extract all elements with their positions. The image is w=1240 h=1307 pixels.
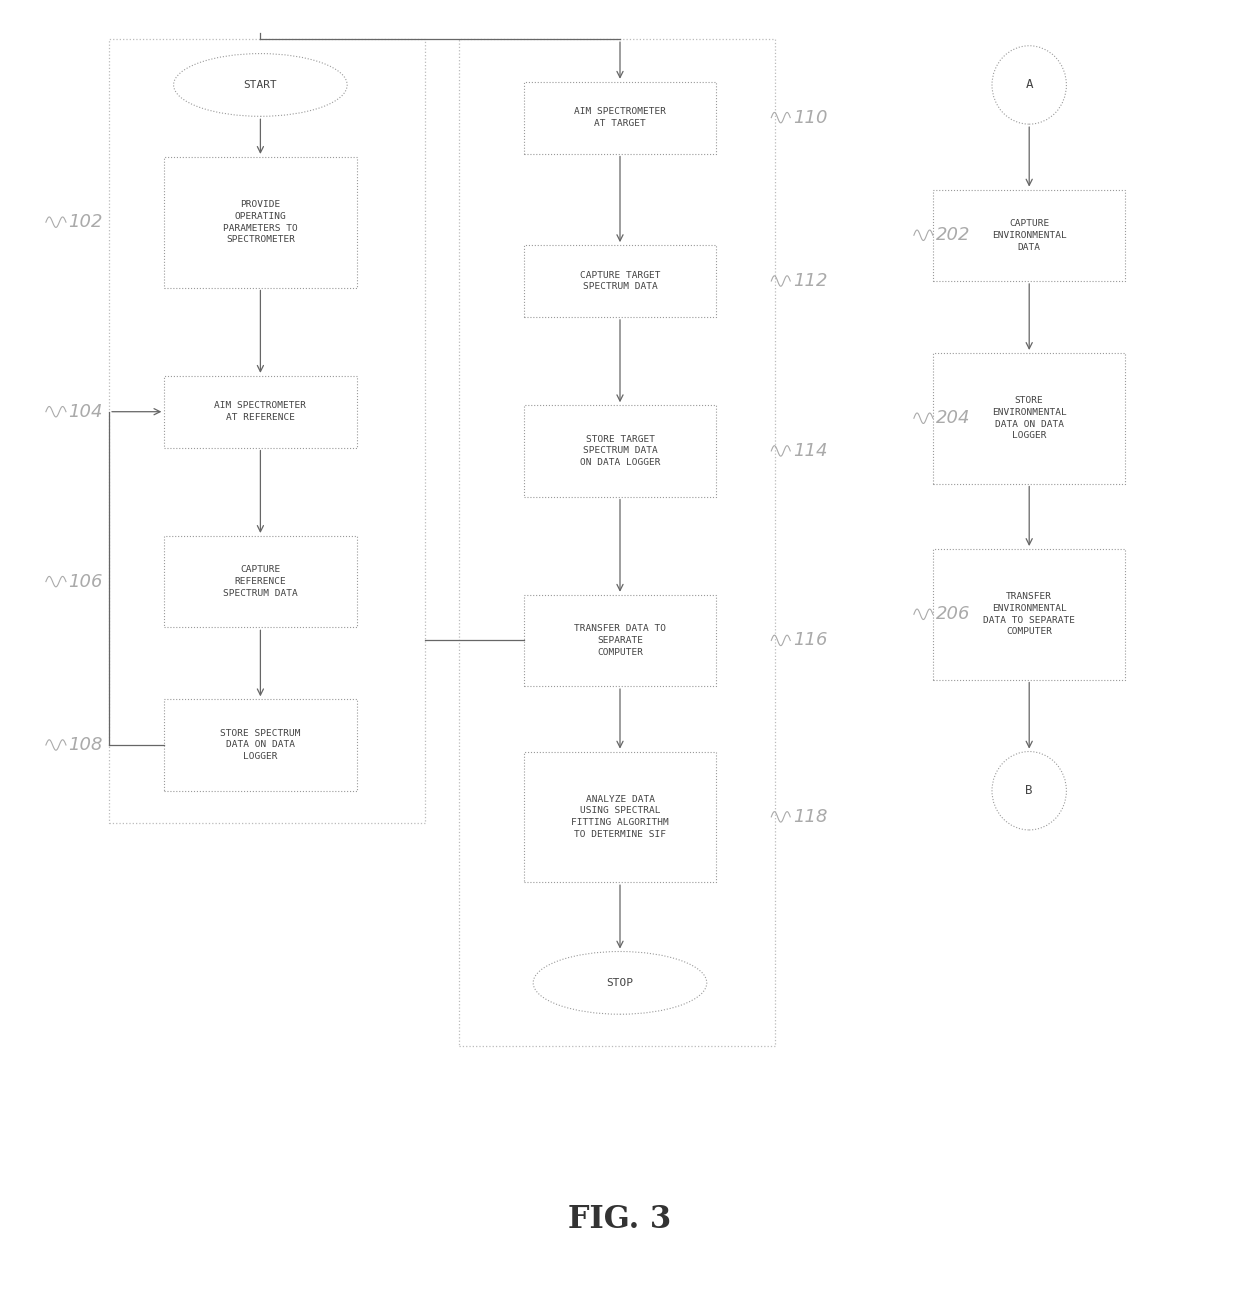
- Text: 118: 118: [794, 808, 828, 826]
- FancyBboxPatch shape: [523, 595, 717, 686]
- FancyBboxPatch shape: [164, 699, 357, 791]
- Text: STORE
ENVIRONMENTAL
DATA ON DATA
LOGGER: STORE ENVIRONMENTAL DATA ON DATA LOGGER: [992, 396, 1066, 440]
- Text: B: B: [1025, 784, 1033, 797]
- FancyBboxPatch shape: [164, 375, 357, 447]
- Text: 112: 112: [794, 272, 828, 290]
- Circle shape: [992, 752, 1066, 830]
- Text: FIG. 3: FIG. 3: [568, 1204, 672, 1235]
- Text: 104: 104: [68, 403, 103, 421]
- Text: CAPTURE
ENVIRONMENTAL
DATA: CAPTURE ENVIRONMENTAL DATA: [992, 220, 1066, 251]
- Text: 204: 204: [936, 409, 971, 427]
- Ellipse shape: [533, 951, 707, 1014]
- Text: A: A: [1025, 78, 1033, 91]
- Text: AIM SPECTROMETER
AT REFERENCE: AIM SPECTROMETER AT REFERENCE: [215, 401, 306, 422]
- FancyBboxPatch shape: [932, 549, 1126, 680]
- Text: 110: 110: [794, 108, 828, 127]
- FancyBboxPatch shape: [523, 81, 717, 154]
- Ellipse shape: [174, 54, 347, 116]
- Text: 206: 206: [936, 605, 971, 623]
- Text: CAPTURE
REFERENCE
SPECTRUM DATA: CAPTURE REFERENCE SPECTRUM DATA: [223, 566, 298, 597]
- Text: 102: 102: [68, 213, 103, 231]
- Text: CAPTURE TARGET
SPECTRUM DATA: CAPTURE TARGET SPECTRUM DATA: [580, 271, 660, 291]
- FancyBboxPatch shape: [523, 405, 717, 497]
- Text: 116: 116: [794, 631, 828, 650]
- Text: TRANSFER
ENVIRONMENTAL
DATA TO SEPARATE
COMPUTER: TRANSFER ENVIRONMENTAL DATA TO SEPARATE …: [983, 592, 1075, 637]
- Text: 106: 106: [68, 572, 103, 591]
- Text: STORE TARGET
SPECTRUM DATA
ON DATA LOGGER: STORE TARGET SPECTRUM DATA ON DATA LOGGE…: [580, 435, 660, 467]
- Text: 202: 202: [936, 226, 971, 244]
- Text: STOP: STOP: [606, 978, 634, 988]
- FancyBboxPatch shape: [523, 244, 717, 316]
- FancyBboxPatch shape: [523, 752, 717, 882]
- Text: STORE SPECTRUM
DATA ON DATA
LOGGER: STORE SPECTRUM DATA ON DATA LOGGER: [221, 729, 300, 761]
- Text: 114: 114: [794, 442, 828, 460]
- FancyBboxPatch shape: [932, 190, 1126, 281]
- Text: START: START: [243, 80, 278, 90]
- Text: PROVIDE
OPERATING
PARAMETERS TO
SPECTROMETER: PROVIDE OPERATING PARAMETERS TO SPECTROM…: [223, 200, 298, 244]
- Text: ANALYZE DATA
USING SPECTRAL
FITTING ALGORITHM
TO DETERMINE SIF: ANALYZE DATA USING SPECTRAL FITTING ALGO…: [572, 795, 668, 839]
- Text: 108: 108: [68, 736, 103, 754]
- FancyBboxPatch shape: [164, 536, 357, 627]
- FancyBboxPatch shape: [932, 353, 1126, 484]
- Text: TRANSFER DATA TO
SEPARATE
COMPUTER: TRANSFER DATA TO SEPARATE COMPUTER: [574, 625, 666, 656]
- Text: AIM SPECTROMETER
AT TARGET: AIM SPECTROMETER AT TARGET: [574, 107, 666, 128]
- Circle shape: [992, 46, 1066, 124]
- FancyBboxPatch shape: [164, 157, 357, 288]
